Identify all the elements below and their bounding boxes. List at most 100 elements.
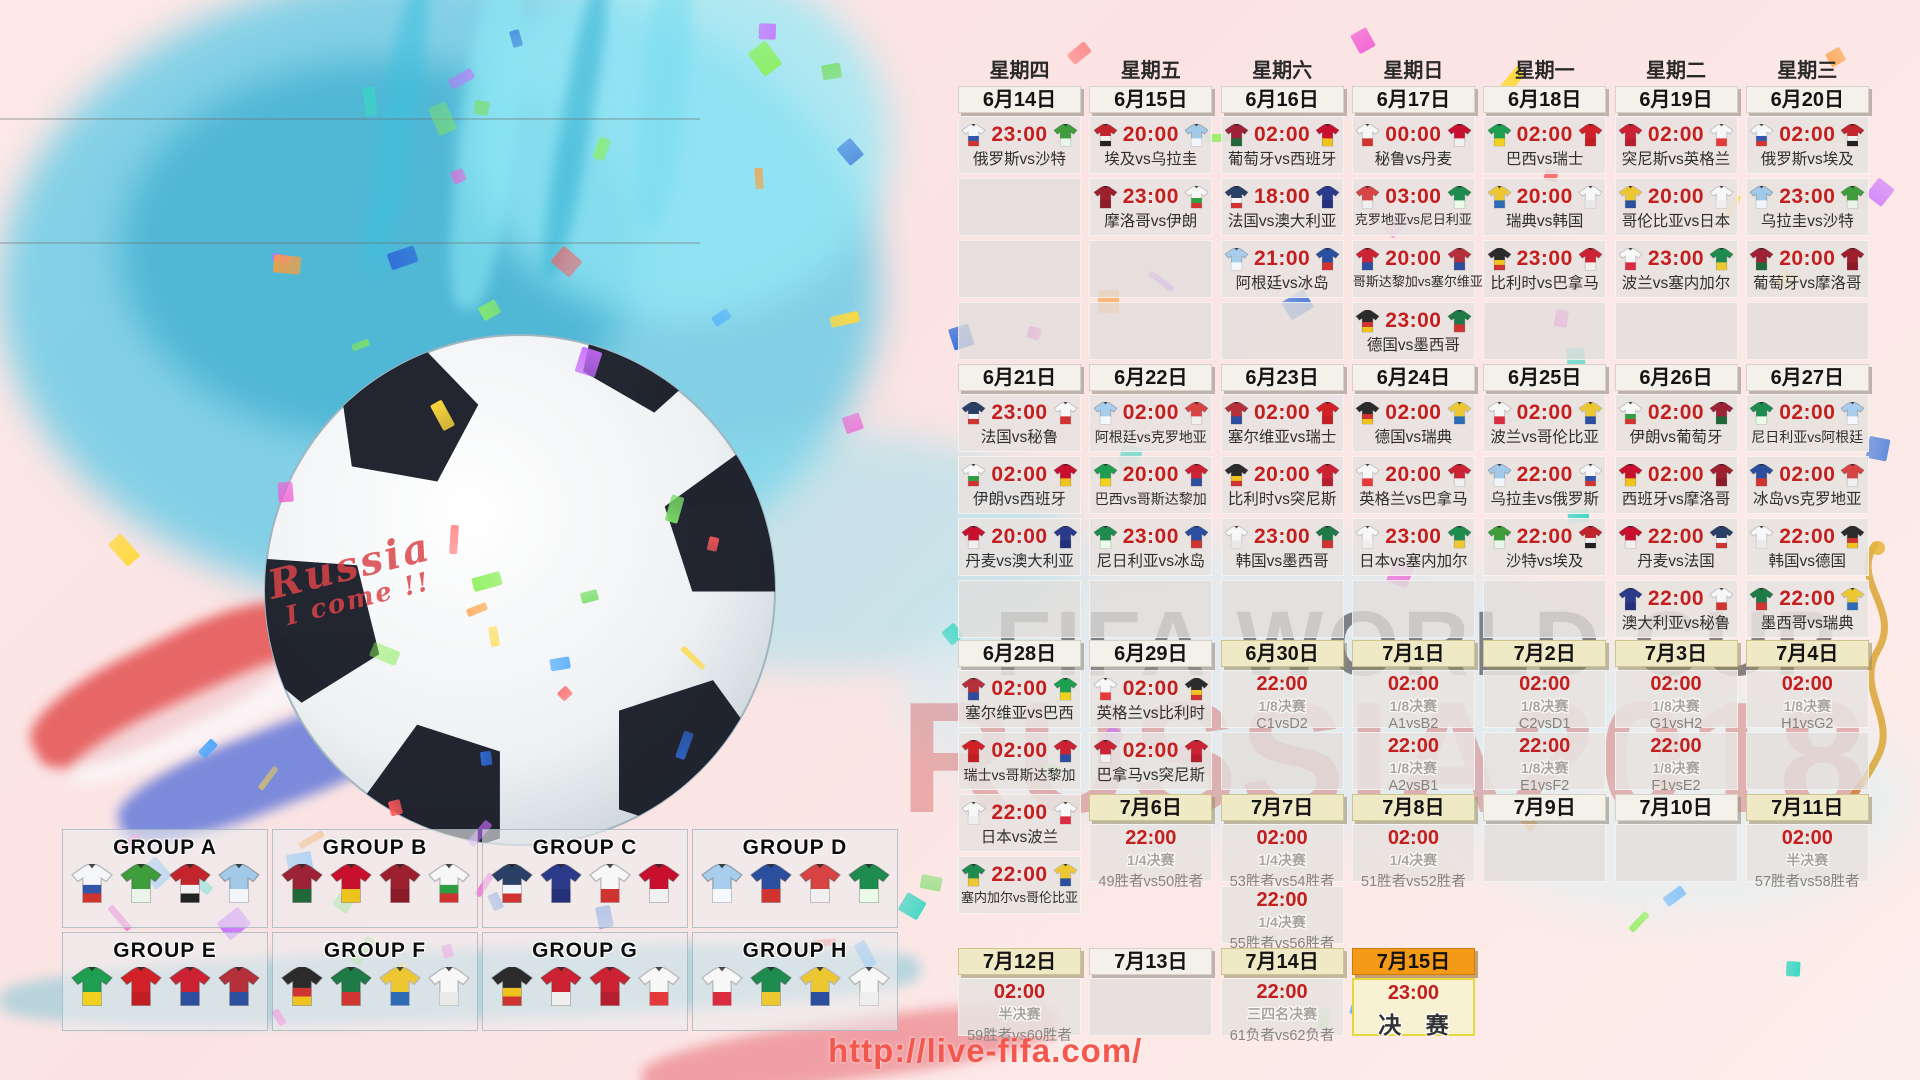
match-row: 22:00	[1484, 459, 1605, 491]
match-row: 02:00	[959, 673, 1080, 705]
match-row: 20:00	[1090, 459, 1211, 491]
team-jersey-icon	[119, 864, 162, 903]
match-time: 02:00	[991, 677, 1048, 700]
match-label: 突尼斯vs英格兰	[1621, 151, 1731, 168]
match-time: 22:00	[1647, 587, 1705, 610]
match-label: 瑞士vs哥斯达黎加	[963, 767, 1076, 783]
knockout-cell: 02:00 1/8决赛 A1vsB2	[1351, 670, 1475, 732]
match-label: 沙特vs埃及	[1505, 553, 1584, 570]
knockout-pairing: 49胜者vs50胜者	[1098, 874, 1204, 890]
match-time: 22:00	[1647, 525, 1705, 548]
match-label: 墨西哥vs瑞典	[1760, 615, 1854, 632]
match-row: 02:00	[1616, 459, 1737, 491]
match-time: 23:00	[1387, 982, 1439, 1004]
match-time: 22:00	[991, 801, 1048, 824]
team-jersey-icon	[798, 864, 841, 903]
date-cell: 7月2日	[1483, 640, 1607, 667]
knockout-stage: 三四名决赛	[1247, 1006, 1318, 1022]
team-jersey-icon	[1446, 401, 1472, 424]
match-time: 02:00	[1650, 673, 1702, 695]
empty-cell	[1745, 732, 1869, 790]
team-jersey-icon	[961, 401, 986, 424]
team-jersey-icon	[1355, 185, 1380, 208]
team-jersey-icon	[1749, 185, 1774, 208]
empty-cell	[1220, 732, 1344, 790]
match-time: 02:00	[1253, 401, 1311, 424]
team-jersey-icon	[1224, 123, 1249, 146]
match-row: 22:00	[1747, 583, 1868, 615]
team-jersey-icon	[1093, 185, 1118, 208]
match-label: 英格兰vs比利时	[1096, 705, 1206, 722]
match-cell: 22:00 乌拉圭vs俄罗斯	[1483, 456, 1607, 514]
match-cell: 02:00 伊朗vs葡萄牙	[1614, 394, 1738, 452]
team-jersey-icon	[1053, 677, 1078, 700]
match-label: 英格兰vs巴拿马	[1359, 491, 1468, 508]
group-jerseys	[483, 967, 687, 1007]
match-label: 塞尔维亚vs瑞士	[1227, 429, 1337, 446]
match-label: 比利时vs突尼斯	[1227, 491, 1337, 508]
match-time: 23:00	[1122, 525, 1179, 548]
team-jersey-icon	[1224, 463, 1249, 486]
match-cell: 02:00 德国vs瑞典	[1351, 394, 1475, 452]
match-row: 02:00	[1484, 119, 1605, 151]
empty-cell	[1483, 302, 1607, 360]
team-jersey-icon	[1184, 525, 1209, 548]
knockout-cell: 02:00 1/8决赛 G1vsH2	[1614, 670, 1738, 732]
team-jersey-icon	[1840, 185, 1865, 208]
knockout-cell: 23:00 决 赛	[1351, 978, 1475, 1038]
match-label: 阿根廷vs冰岛	[1235, 275, 1329, 292]
match-time: 20:00	[1122, 123, 1179, 146]
knockout-stage: 1/4决赛	[1258, 852, 1306, 868]
match-label: 西班牙vs摩洛哥	[1621, 491, 1731, 508]
website-link[interactable]: http://live-fifa.com/	[828, 1032, 1143, 1069]
match-cell: 22:00 韩国vs德国	[1745, 518, 1869, 576]
match-row: 00:00	[1353, 119, 1474, 151]
date-cell: 6月18日	[1483, 86, 1607, 113]
team-jersey-icon	[1184, 185, 1209, 208]
team-jersey-icon	[1446, 525, 1472, 548]
match-row: 22:00	[1484, 521, 1605, 553]
match-label: 伊朗vs西班牙	[972, 491, 1066, 508]
match-time: 02:00	[1779, 401, 1836, 424]
match-cell: 02:00 巴西vs瑞士	[1483, 116, 1607, 174]
match-row: 23:00	[1222, 521, 1343, 553]
match-cell: 02:00 阿根廷vs克罗地亚	[1089, 394, 1213, 452]
match-time: 02:00	[1122, 401, 1179, 424]
match-row: 02:00	[1222, 119, 1343, 151]
team-jersey-icon	[1446, 247, 1472, 270]
match-row: 23:00	[959, 397, 1080, 429]
match-cell: 03:00 克罗地亚vs尼日利亚	[1351, 178, 1475, 236]
match-time: 02:00	[991, 463, 1048, 486]
match-label: 塞内加尔vs哥伦比亚	[960, 890, 1078, 905]
date-cell: 7月8日	[1351, 794, 1475, 821]
knockout-pairing: 61负者vs62负者	[1229, 1028, 1335, 1044]
team-jersey-icon	[1618, 401, 1643, 424]
date-cell: 7月11日	[1745, 794, 1869, 821]
team-jersey-icon	[1224, 247, 1249, 270]
match-label: 日本vs塞内加尔	[1359, 553, 1468, 570]
team-jersey-icon	[1093, 525, 1118, 548]
match-time: 20:00	[1385, 247, 1442, 270]
match-label: 法国vs澳大利亚	[1227, 213, 1337, 230]
match-row: 20:00	[1353, 459, 1474, 491]
knockout-pairing: G1vsH2	[1649, 716, 1703, 732]
group-box: GROUP A	[62, 829, 268, 928]
match-label: 葡萄牙vs西班牙	[1227, 151, 1337, 168]
team-jersey-icon	[1093, 463, 1118, 486]
team-jersey-icon	[280, 864, 323, 903]
team-jersey-icon	[1053, 463, 1078, 486]
team-jersey-icon	[1709, 401, 1734, 424]
match-cell: 20:00 英格兰vs巴拿马	[1351, 456, 1475, 514]
match-time: 23:00	[1385, 525, 1442, 548]
match-time: 20:00	[991, 525, 1048, 548]
knockout-stage: 1/8决赛	[1652, 698, 1700, 714]
knockout-stage: 1/8决赛	[1258, 698, 1306, 714]
match-label: 乌拉圭vs俄罗斯	[1490, 491, 1599, 508]
match-cell: 22:00 沙特vs埃及	[1483, 518, 1607, 576]
match-cell: 02:00 塞尔维亚vs瑞士	[1220, 394, 1344, 452]
team-jersey-icon	[1840, 247, 1865, 270]
group-jerseys	[693, 864, 897, 904]
knockout-cell: 22:00 1/8决赛 E1vsF2	[1483, 732, 1607, 794]
match-label: 哥斯达黎加vs塞尔维亚	[1352, 274, 1483, 289]
